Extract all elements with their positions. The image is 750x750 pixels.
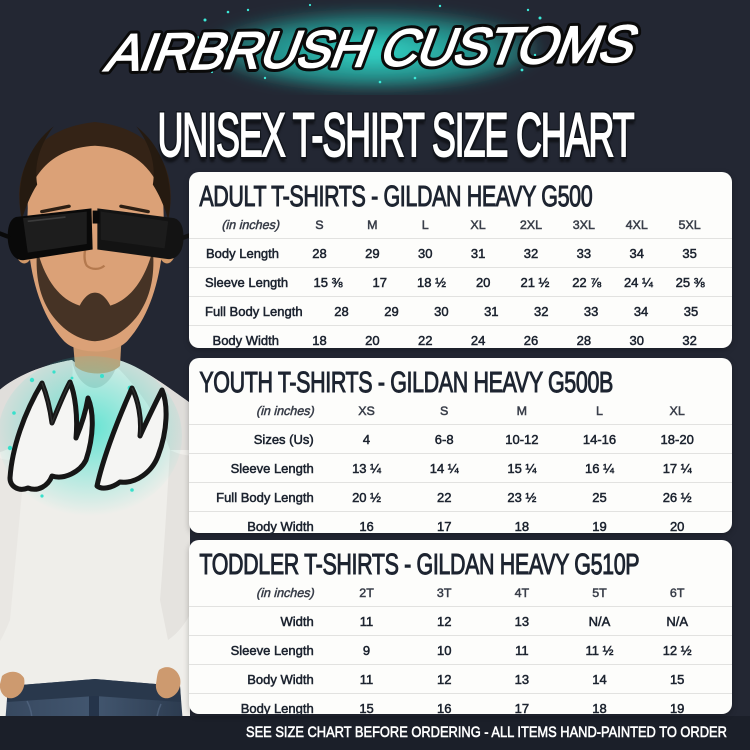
svg-text:AIRBRUSH CUSTOMS: AIRBRUSH CUSTOMS	[100, 16, 641, 83]
